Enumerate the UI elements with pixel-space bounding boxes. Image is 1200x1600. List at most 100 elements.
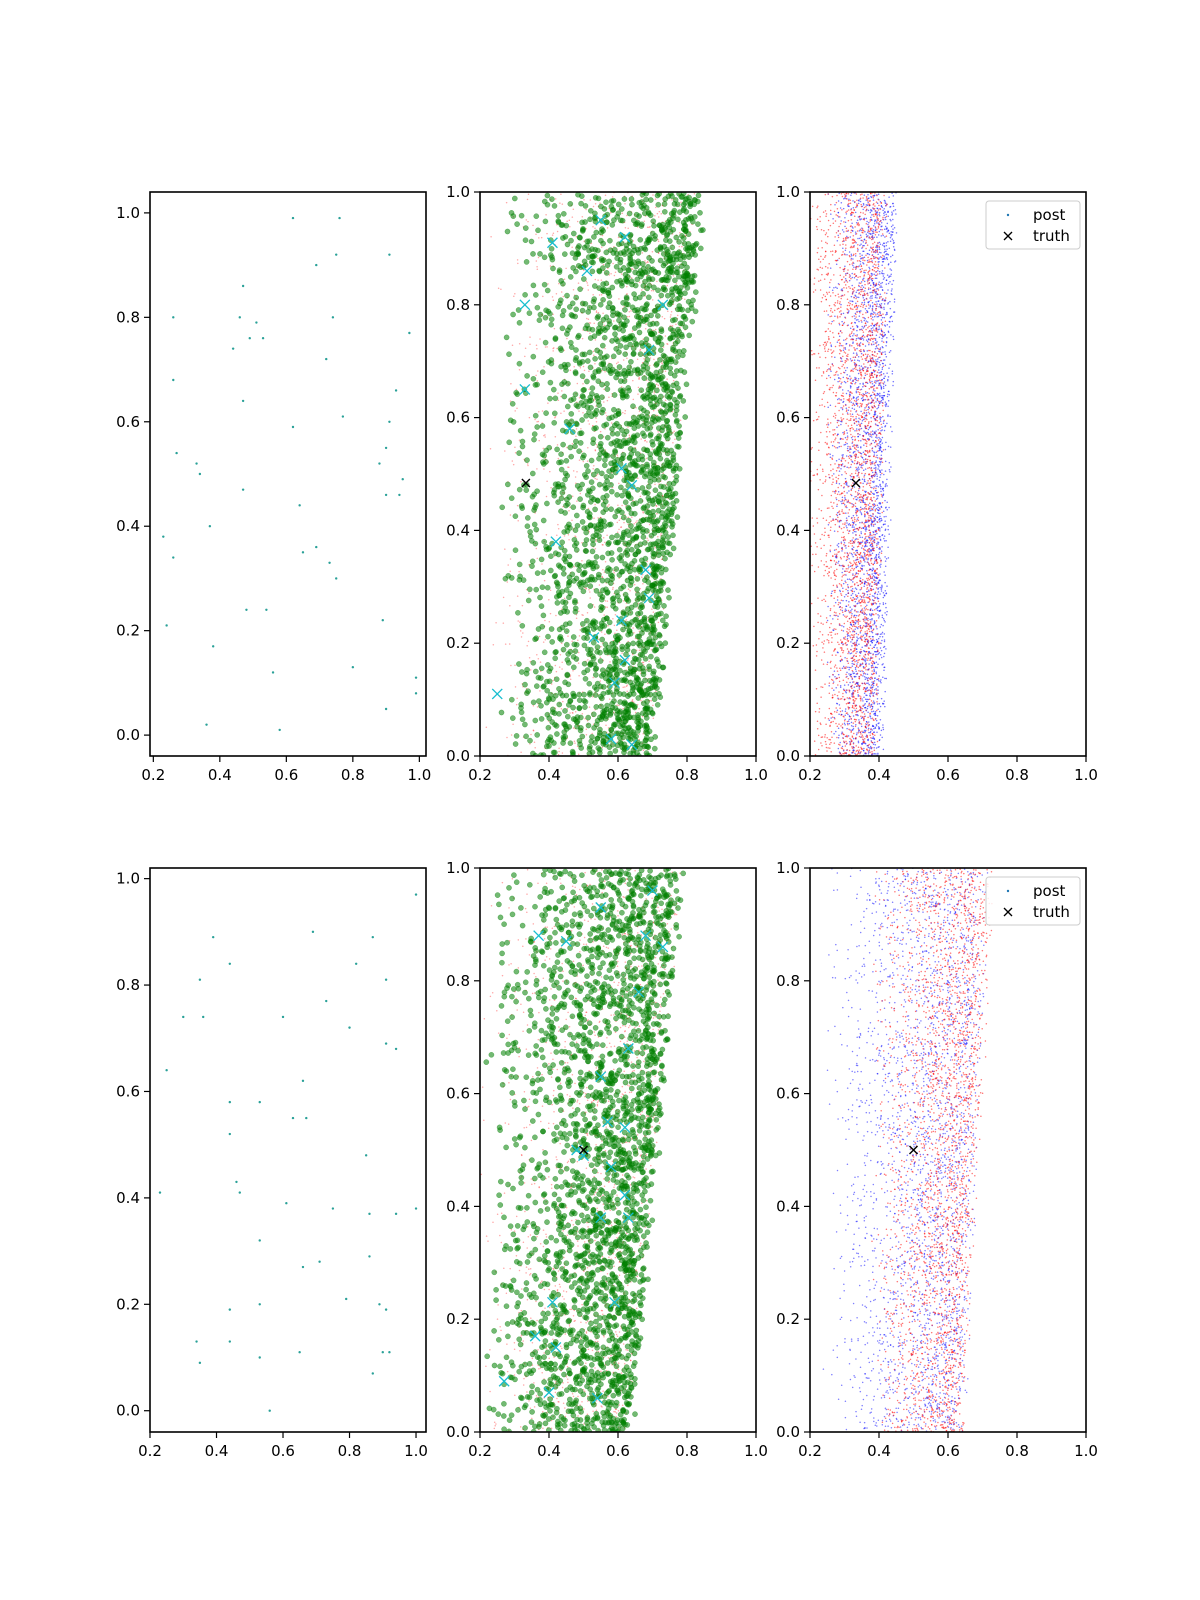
- data-point: [628, 701, 635, 708]
- series-s0: [162, 216, 418, 732]
- data-point: [331, 316, 335, 319]
- data-point: [617, 723, 624, 730]
- data-point: [622, 707, 624, 710]
- data-point: [639, 495, 642, 498]
- data-point: [604, 633, 606, 635]
- data-point: [581, 337, 584, 340]
- data-point: [598, 361, 605, 368]
- data-point: [643, 204, 650, 211]
- data-point: [598, 470, 605, 477]
- data-point: [617, 259, 624, 266]
- data-point: [540, 236, 543, 239]
- data-point: [651, 675, 658, 682]
- data-point: [631, 336, 637, 342]
- data-point: [873, 727, 875, 730]
- data-point: [583, 269, 585, 271]
- data-point: [563, 535, 566, 537]
- data-point: [614, 310, 621, 317]
- data-point: [626, 364, 633, 371]
- data-point: [571, 712, 574, 714]
- data-point: [612, 331, 618, 337]
- data-point: [566, 553, 573, 560]
- data-point: [609, 596, 616, 602]
- data-point: [620, 526, 622, 529]
- data-point: [625, 706, 631, 713]
- data-point: [572, 208, 575, 210]
- data-point: [587, 603, 594, 609]
- data-point: [614, 430, 621, 437]
- data-point: [682, 282, 689, 288]
- data-point: [569, 675, 571, 678]
- data-point: [567, 562, 574, 569]
- data-point: [613, 671, 620, 677]
- data-point: [517, 620, 519, 622]
- data-point: [543, 366, 545, 368]
- data-point: [561, 661, 563, 663]
- data-point: [875, 638, 878, 641]
- data-point: [863, 430, 865, 432]
- data-point: [495, 621, 497, 624]
- data-point: [643, 220, 646, 222]
- data-point: [527, 737, 533, 744]
- data-point: [650, 501, 656, 507]
- data-point: [884, 560, 887, 562]
- data-point: [579, 492, 582, 495]
- data-point: [635, 314, 642, 320]
- data-point: [641, 561, 648, 568]
- data-point: [863, 573, 865, 575]
- data-point: [666, 378, 668, 380]
- data-point: [567, 635, 569, 637]
- data-point: [647, 691, 654, 698]
- data-point: [882, 724, 884, 726]
- data-point: [538, 702, 544, 709]
- data-point: [552, 299, 555, 301]
- data-point: [633, 733, 639, 740]
- data-point: [561, 668, 563, 670]
- data-point: [877, 708, 879, 710]
- data-point: [886, 422, 888, 425]
- data-point: [890, 235, 892, 237]
- data-point: [666, 224, 673, 230]
- data-point: [654, 387, 660, 394]
- data-point: [892, 210, 895, 212]
- data-point: [640, 318, 647, 324]
- data-point: [666, 274, 672, 281]
- data-point: [665, 587, 671, 593]
- data-point: [531, 431, 538, 437]
- data-point: [618, 484, 624, 491]
- data-point: [857, 446, 859, 448]
- data-point: [655, 527, 662, 534]
- data-point: [627, 252, 633, 259]
- data-point: [571, 443, 574, 445]
- data-point: [575, 435, 577, 438]
- data-point: [869, 618, 871, 621]
- data-point: [607, 505, 609, 508]
- data-point: [881, 316, 884, 319]
- data-point: [631, 425, 638, 432]
- data-point: [570, 265, 577, 271]
- data-point: [603, 571, 606, 573]
- data-point: [687, 193, 689, 196]
- data-point: [271, 671, 275, 674]
- data-point: [874, 643, 877, 646]
- data-point: [867, 408, 869, 411]
- data-point: [841, 320, 843, 323]
- data-point: [647, 685, 654, 692]
- data-point: [521, 604, 524, 607]
- data-point: [524, 523, 531, 530]
- data-point: [617, 217, 624, 224]
- data-point: [839, 602, 842, 604]
- data-point: [640, 671, 647, 678]
- data-point: [631, 516, 633, 518]
- data-point: [579, 417, 585, 423]
- data-point: [657, 536, 659, 538]
- data-point: [537, 251, 543, 257]
- data-point: [826, 661, 829, 663]
- data-point: [641, 573, 644, 576]
- data-point: [645, 263, 651, 270]
- data-point: [609, 305, 616, 312]
- data-point: [543, 468, 545, 470]
- data-point: [586, 282, 588, 284]
- data-point: [659, 276, 666, 283]
- data-point: [560, 291, 563, 293]
